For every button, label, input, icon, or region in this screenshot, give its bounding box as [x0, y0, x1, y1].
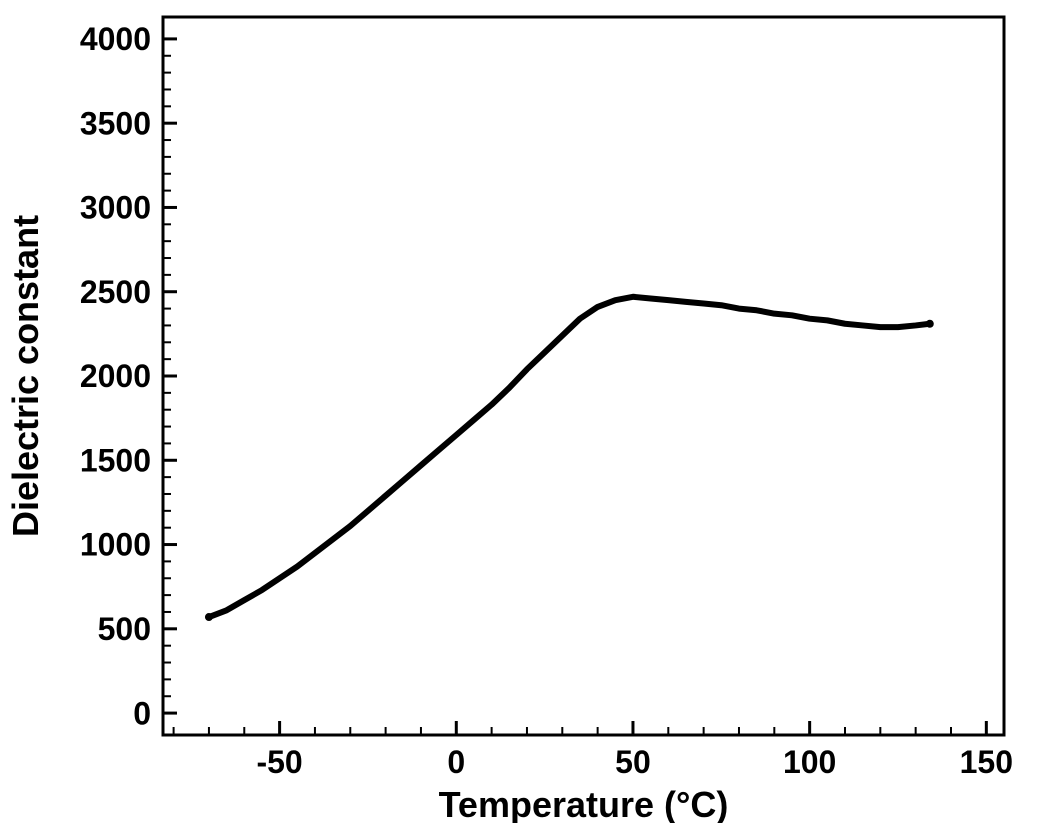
series-endpoint-marker	[926, 320, 934, 328]
y-tick-label: 1500	[80, 442, 151, 478]
y-tick-label: 0	[133, 695, 151, 731]
y-tick-label: 1000	[80, 527, 151, 563]
x-tick-label: 50	[615, 744, 651, 780]
y-tick-label: 3500	[80, 105, 151, 141]
y-tick-label: 2000	[80, 358, 151, 394]
x-tick-label: -50	[256, 744, 302, 780]
y-axis-label: Dielectric constant	[5, 215, 46, 537]
x-tick-label: 150	[960, 744, 1013, 780]
y-tick-label: 3000	[80, 190, 151, 226]
series-endpoint-marker	[205, 613, 213, 621]
chart-background	[0, 0, 1047, 823]
y-tick-label: 2500	[80, 274, 151, 310]
chart-svg: -500501001500500100015002000250030003500…	[0, 0, 1047, 823]
x-tick-label: 0	[447, 744, 465, 780]
chart-container: -500501001500500100015002000250030003500…	[0, 0, 1047, 823]
y-tick-label: 4000	[80, 21, 151, 57]
y-tick-label: 500	[98, 611, 151, 647]
x-tick-label: 100	[783, 744, 836, 780]
x-axis-label: Temperature (°C)	[439, 784, 729, 823]
